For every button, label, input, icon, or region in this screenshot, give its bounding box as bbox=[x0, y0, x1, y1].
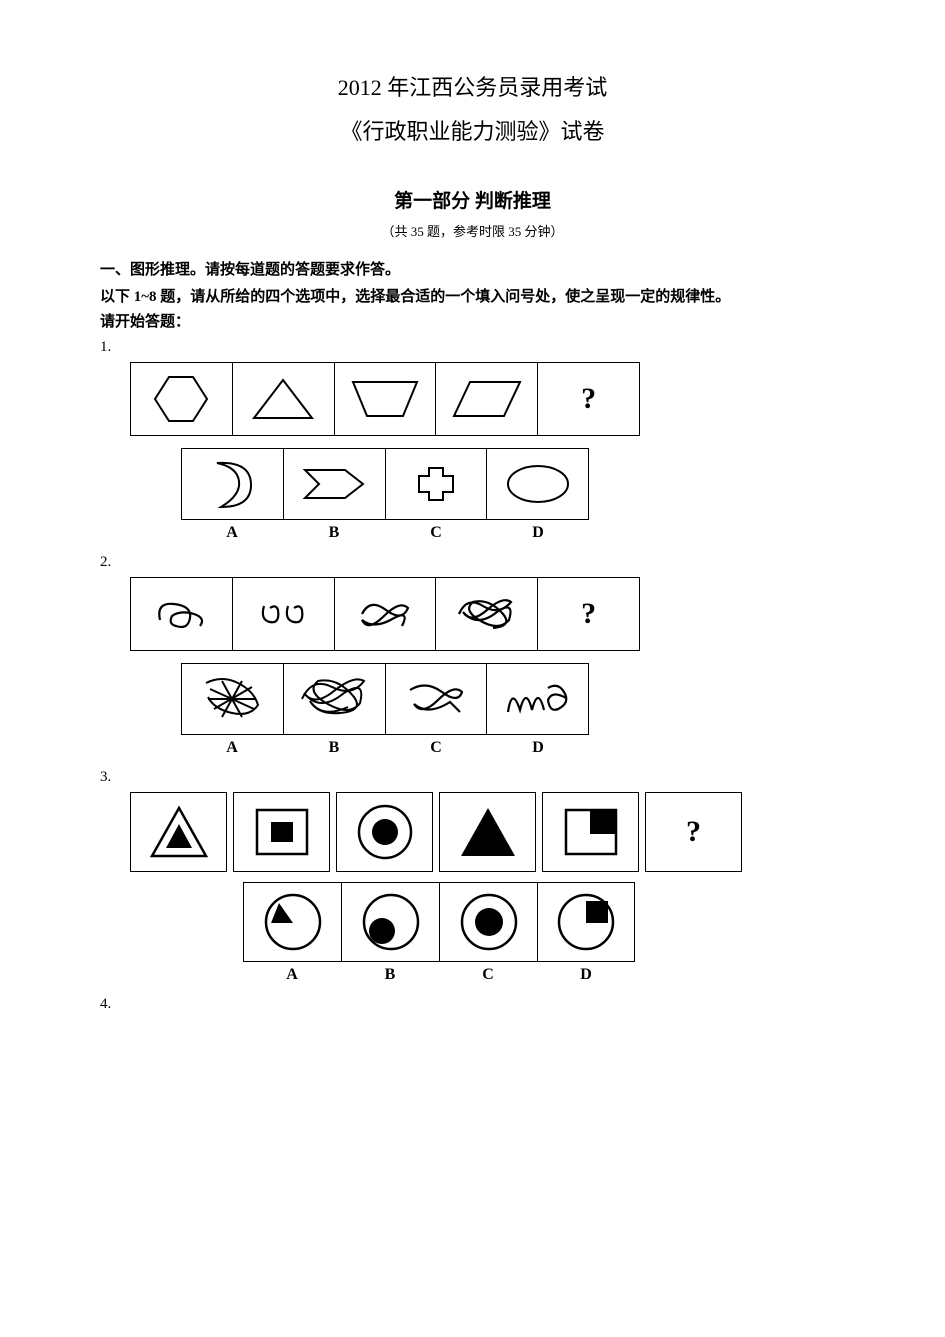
q3-label-b: B bbox=[341, 966, 439, 984]
q1-seq-triangle bbox=[233, 363, 335, 435]
q1-label-c: C bbox=[385, 524, 487, 542]
q3-opt-a bbox=[243, 882, 341, 962]
q2-opt-d bbox=[486, 663, 589, 735]
instruction-line-2: 以下 1~8 题，请从所给的四个选项中，选择最合适的一个填入问号处，使之呈现一定… bbox=[100, 285, 845, 306]
instruction-line-1: 一、图形推理。请按每道题的答题要求作答。 bbox=[100, 258, 845, 279]
q1-qmark: ? bbox=[581, 382, 596, 416]
q2-opt-b bbox=[283, 663, 385, 735]
q3-seq-question: ? bbox=[645, 792, 742, 872]
q2-seq-question: ? bbox=[538, 578, 639, 650]
q2-sequence-row: ? bbox=[130, 577, 640, 651]
q3-seq-5 bbox=[542, 792, 639, 872]
q3-labels: A B C D bbox=[243, 966, 635, 984]
section-title: 第一部分 判断推理 bbox=[100, 186, 845, 213]
q1-sequence-row: ? bbox=[130, 362, 640, 436]
q2-opt-a bbox=[181, 663, 283, 735]
q3-label-d: D bbox=[537, 966, 635, 984]
q3-number: 3. bbox=[100, 769, 845, 786]
q2-options-row bbox=[181, 663, 589, 735]
instruction-line-3: 请开始答题： bbox=[100, 310, 845, 331]
q3-options-row bbox=[243, 882, 635, 962]
q1-labels: A B C D bbox=[181, 524, 589, 542]
q2-seq-2 bbox=[233, 578, 335, 650]
q1-opt-b bbox=[283, 448, 385, 520]
question-3: 3. ? A B bbox=[100, 769, 845, 984]
q3-seq-1 bbox=[130, 792, 227, 872]
question-2: 2. ? A B C D bbox=[100, 554, 845, 757]
q3-label-c: C bbox=[439, 966, 537, 984]
q1-options-row bbox=[181, 448, 589, 520]
q3-opt-c bbox=[439, 882, 537, 962]
q2-label-c: C bbox=[385, 739, 487, 757]
q1-label-b: B bbox=[283, 524, 385, 542]
q3-opt-b bbox=[341, 882, 439, 962]
section-subtitle: （共 35 题，参考时限 35 分钟） bbox=[100, 221, 845, 240]
q1-seq-hexagon bbox=[131, 363, 233, 435]
q2-seq-3 bbox=[335, 578, 437, 650]
q4-number: 4. bbox=[100, 996, 845, 1013]
q2-label-b: B bbox=[283, 739, 385, 757]
q3-seq-4 bbox=[439, 792, 536, 872]
page-title-1: 2012 年江西公务员录用考试 bbox=[100, 70, 845, 102]
q1-opt-c bbox=[385, 448, 487, 520]
q2-labels: A B C D bbox=[181, 739, 589, 757]
q3-seq-2 bbox=[233, 792, 330, 872]
q1-seq-question: ? bbox=[538, 363, 639, 435]
q2-seq-4 bbox=[436, 578, 538, 650]
q2-seq-1 bbox=[131, 578, 233, 650]
q1-opt-d bbox=[486, 448, 589, 520]
question-1: 1. ? A B C D bbox=[100, 339, 845, 542]
q1-seq-parallelogram bbox=[436, 363, 538, 435]
page-title-2: 《行政职业能力测验》试卷 bbox=[100, 114, 845, 146]
q3-sequence-row: ? bbox=[130, 792, 748, 872]
q3-seq-3 bbox=[336, 792, 433, 872]
q2-label-d: D bbox=[487, 739, 589, 757]
q3-opt-d bbox=[537, 882, 635, 962]
q3-qmark: ? bbox=[686, 815, 701, 849]
q1-label-d: D bbox=[487, 524, 589, 542]
q2-label-a: A bbox=[181, 739, 283, 757]
question-4: 4. bbox=[100, 996, 845, 1013]
q2-qmark: ? bbox=[581, 597, 596, 631]
q2-number: 2. bbox=[100, 554, 845, 571]
q1-opt-a bbox=[181, 448, 283, 520]
q1-seq-trapezoid bbox=[335, 363, 437, 435]
q2-opt-c bbox=[385, 663, 487, 735]
q1-number: 1. bbox=[100, 339, 845, 356]
q3-label-a: A bbox=[243, 966, 341, 984]
q1-label-a: A bbox=[181, 524, 283, 542]
